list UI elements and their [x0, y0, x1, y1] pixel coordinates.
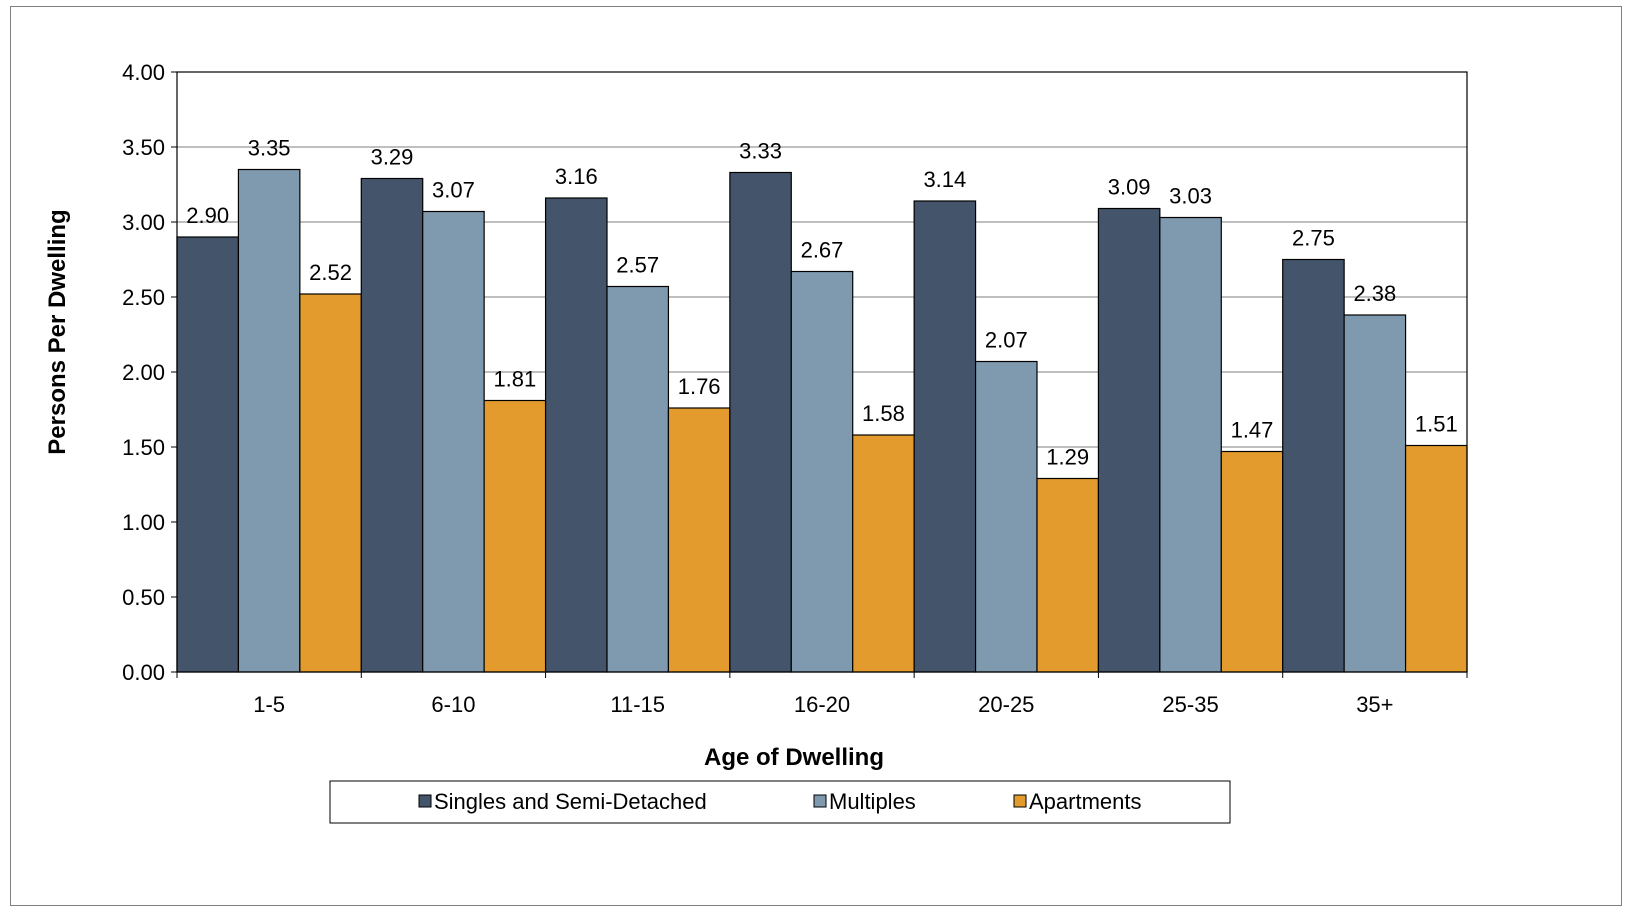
bar [422, 210, 485, 673]
data-label: 1.76 [678, 374, 721, 399]
data-label: 1.47 [1231, 418, 1274, 443]
x-tick-labels: 1-5 6-10 11-15 16-20 20-25 25-35 35+ [253, 692, 1393, 717]
x-tick-label: 35+ [1356, 692, 1393, 717]
bars [176, 168, 1468, 673]
legend-swatch [1013, 794, 1027, 808]
data-label: 1.81 [493, 367, 536, 392]
x-tick-label: 25-35 [1162, 692, 1218, 717]
x-tick-label: 1-5 [253, 692, 285, 717]
data-label: 3.03 [1169, 184, 1212, 209]
data-label: 1.51 [1415, 412, 1458, 437]
bar [176, 236, 240, 673]
data-label: 3.07 [432, 178, 475, 203]
y-axis-title: Persons Per Dwelling [44, 209, 71, 454]
data-label: 1.29 [1046, 445, 1089, 470]
bar [299, 293, 362, 673]
bar [913, 200, 977, 673]
y-tick-label: 0.50 [122, 585, 165, 610]
bar [1404, 444, 1468, 673]
axes [171, 71, 1468, 678]
data-label: 2.52 [309, 260, 352, 285]
legend-swatch [418, 794, 432, 808]
bar [1282, 258, 1345, 673]
bar [544, 197, 608, 673]
legend-label: Singles and Semi-Detached [434, 789, 707, 814]
y-tick-label: 3.00 [122, 210, 165, 235]
bar-chart: 2.90 3.35 2.52 3.29 3.07 1.81 3.16 2.57 1.76 3.33… [44, 60, 1468, 824]
bar [237, 168, 301, 673]
x-tick-label: 20-25 [978, 692, 1034, 717]
bar [1159, 216, 1222, 673]
y-tick-label: 2.50 [122, 285, 165, 310]
data-label: 3.33 [739, 139, 782, 164]
data-label: 2.90 [186, 203, 229, 228]
bar [1343, 314, 1407, 673]
bar [360, 177, 424, 673]
data-label: 2.07 [985, 328, 1028, 353]
bar [852, 434, 915, 673]
bar [1036, 477, 1100, 673]
legend-swatch [813, 794, 827, 808]
data-label: 1.58 [862, 401, 905, 426]
data-label: 2.38 [1353, 281, 1396, 306]
y-tick-label: 3.50 [122, 135, 165, 160]
data-label: 2.57 [616, 253, 659, 278]
bar [606, 285, 670, 673]
data-label: 2.75 [1292, 226, 1335, 251]
x-axis-title: Age of Dwelling [704, 744, 884, 771]
bar [1097, 207, 1161, 673]
legend: Singles and Semi-Detached Multiples Apartm… [329, 780, 1231, 824]
bar [790, 270, 854, 673]
data-label: 3.14 [923, 167, 966, 192]
bar [729, 171, 792, 673]
legend-label: Multiples [829, 789, 916, 814]
y-tick-labels: 0.00 0.50 1.00 1.50 2.00 2.50 3.00 3.50 4.00 [122, 60, 165, 685]
plot-area [176, 71, 1468, 673]
bar [667, 407, 731, 673]
data-label: 2.67 [801, 238, 844, 263]
y-tick-label: 4.00 [122, 60, 165, 85]
data-label: 3.16 [555, 164, 598, 189]
y-tick-label: 1.00 [122, 510, 165, 535]
data-label: 3.29 [371, 145, 414, 170]
bar [1220, 450, 1284, 673]
x-tick-label: 11-15 [610, 692, 665, 717]
y-tick-label: 1.50 [122, 435, 165, 460]
y-tick-label: 0.00 [122, 660, 165, 685]
chart-frame: 2.90 3.35 2.52 3.29 3.07 1.81 3.16 2.57 1.76 3.33… [10, 6, 1622, 906]
x-tick-label: 16-20 [794, 692, 850, 717]
bar [974, 360, 1038, 673]
data-labels: 2.90 3.35 2.52 3.29 3.07 1.81 3.16 2.57 1.76 3.33… [186, 136, 1457, 470]
data-label: 3.09 [1108, 175, 1151, 200]
x-tick-label: 6-10 [431, 692, 475, 717]
legend-box [329, 780, 1231, 824]
legend-label: Apartments [1029, 789, 1142, 814]
bar [483, 399, 547, 673]
data-label: 3.35 [248, 136, 291, 161]
y-tick-label: 2.00 [122, 360, 165, 385]
